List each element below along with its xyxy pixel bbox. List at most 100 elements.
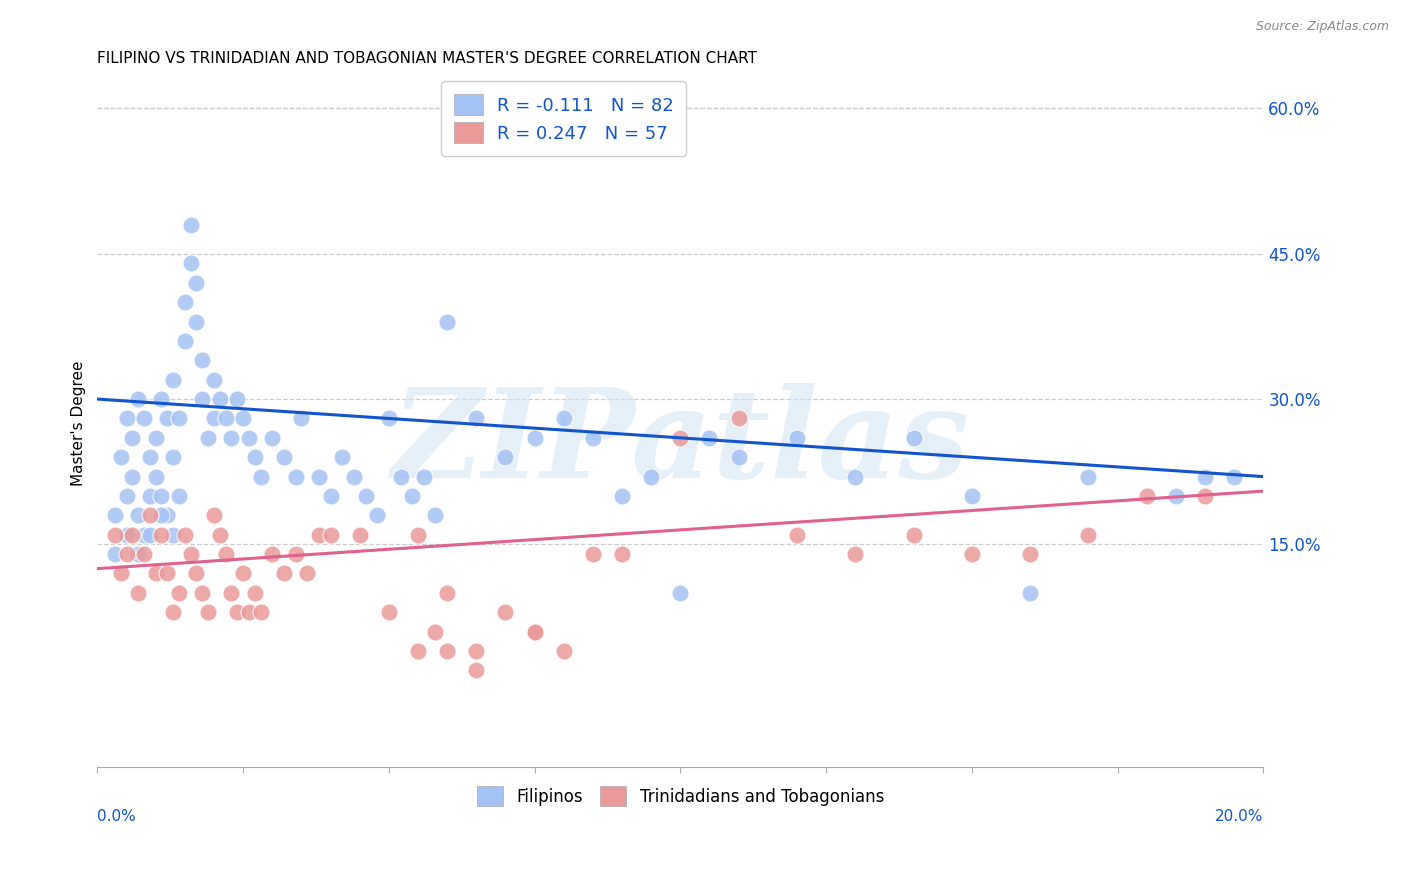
Point [110,566,132,581]
Point [436,644,458,658]
Point [145,431,167,445]
Point [162,605,184,619]
Point [202,411,225,425]
Point [1019,547,1042,561]
Point [378,411,401,425]
Point [844,469,866,483]
Point [226,392,249,406]
Point [162,450,184,465]
Point [284,469,307,483]
Point [290,411,312,425]
Point [132,527,155,541]
Point [156,508,179,523]
Point [523,624,546,639]
Point [139,508,162,523]
Point [104,508,127,523]
Point [226,605,249,619]
Point [669,431,692,445]
Point [180,256,202,270]
Point [249,469,271,483]
Point [115,527,138,541]
Point [262,547,284,561]
Point [150,508,173,523]
Point [232,566,254,581]
Point [197,605,219,619]
Point [150,392,173,406]
Text: Source: ZipAtlas.com: Source: ZipAtlas.com [1256,20,1389,33]
Point [1223,469,1246,483]
Point [354,489,377,503]
Point [121,431,143,445]
Text: FILIPINO VS TRINIDADIAN AND TOBAGONIAN MASTER'S DEGREE CORRELATION CHART: FILIPINO VS TRINIDADIAN AND TOBAGONIAN M… [97,51,758,66]
Point [221,586,243,600]
Text: 0.0%: 0.0% [97,808,136,823]
Point [162,373,184,387]
Point [145,566,167,581]
Point [330,450,353,465]
Point [319,489,342,503]
Point [202,373,225,387]
Point [786,431,808,445]
Point [1136,489,1159,503]
Point [186,315,208,329]
Point [191,586,214,600]
Point [903,431,925,445]
Point [139,489,162,503]
Point [582,547,605,561]
Point [186,276,208,290]
Point [132,411,155,425]
Point [191,353,214,368]
Point [238,605,260,619]
Point [127,547,149,561]
Point [127,586,149,600]
Point [494,605,516,619]
Point [110,450,132,465]
Point [284,547,307,561]
Point [436,586,458,600]
Point [378,605,401,619]
Point [727,411,749,425]
Point [186,566,208,581]
Point [104,527,127,541]
Point [121,527,143,541]
Point [262,431,284,445]
Point [150,527,173,541]
Point [214,411,236,425]
Point [669,586,692,600]
Point [349,527,371,541]
Point [640,469,662,483]
Point [115,489,138,503]
Point [232,411,254,425]
Point [523,431,546,445]
Point [249,605,271,619]
Point [132,547,155,561]
Point [425,508,447,523]
Point [553,644,575,658]
Point [727,450,749,465]
Point [699,431,721,445]
Point [844,547,866,561]
Point [173,334,195,348]
Point [167,586,190,600]
Point [273,566,295,581]
Point [115,547,138,561]
Point [308,469,330,483]
Point [127,392,149,406]
Point [366,508,388,523]
Point [180,218,202,232]
Point [121,469,143,483]
Point [465,411,488,425]
Point [786,527,808,541]
Point [150,489,173,503]
Text: 20.0%: 20.0% [1215,808,1264,823]
Point [319,527,342,541]
Point [523,624,546,639]
Point [139,527,162,541]
Point [903,527,925,541]
Point [173,295,195,310]
Point [436,315,458,329]
Point [1194,489,1216,503]
Point [167,411,190,425]
Point [494,450,516,465]
Point [208,527,231,541]
